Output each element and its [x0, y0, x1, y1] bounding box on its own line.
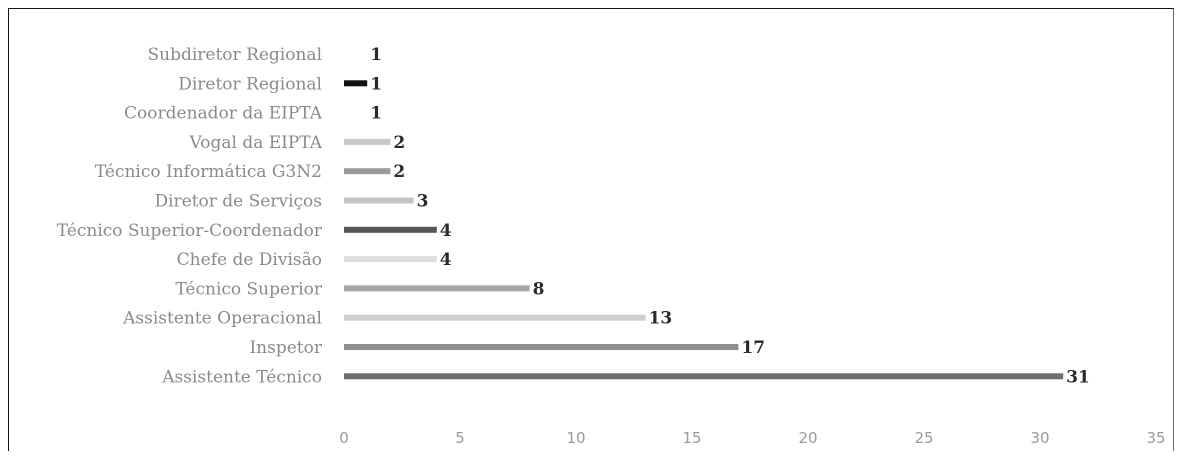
- value-label-subdiretor-regional: 1: [370, 45, 382, 65]
- category-label-assistente-tecnico: Assistente Técnico: [161, 367, 322, 387]
- bar-tecnico-superior-coordenador: [344, 227, 437, 233]
- category-label-chefe-de-divisao: Chefe de Divisão: [177, 250, 322, 270]
- category-label-coordenador-da-eipta: Coordenador da EIPTA: [124, 104, 323, 124]
- bar-coordenador-da-eipta: [344, 110, 367, 116]
- x-axis-ticks: 0 5 10 15 20 25 30 35: [339, 429, 1165, 447]
- x-tick-label-25: 25: [914, 429, 933, 447]
- x-tick-label-15: 15: [682, 429, 701, 447]
- bar-subdiretor-regional: [344, 51, 367, 57]
- category-label-tecnico-superior-coordenador: Técnico Superior-Coordenador: [57, 221, 323, 241]
- x-tick-label-5: 5: [455, 429, 465, 447]
- value-label-diretor-de-servicos: 3: [417, 192, 429, 212]
- value-label-assistente-tecnico: 31: [1066, 367, 1090, 387]
- x-tick-label-0: 0: [339, 429, 349, 447]
- x-tick-label-35: 35: [1146, 429, 1165, 447]
- bar-tecnico-superior: [344, 285, 530, 291]
- category-label-tecnico-informatica-g3n2: Técnico Informática G3N2: [95, 162, 322, 182]
- chart-frame: Subdiretor Regional Diretor Regional Coord…: [8, 8, 1174, 451]
- x-tick-label-20: 20: [798, 429, 817, 447]
- category-label-diretor-regional: Diretor Regional: [178, 74, 322, 94]
- bar-assistente-operacional: [344, 315, 646, 321]
- value-label-vogal-da-eipta: 2: [393, 133, 405, 153]
- category-label-tecnico-superior: Técnico Superior: [175, 279, 322, 299]
- bar-chefe-de-divisao: [344, 256, 437, 262]
- bar-chart: Subdiretor Regional Diretor Regional Coord…: [9, 9, 1173, 452]
- bars-group: [344, 51, 1063, 379]
- bar-vogal-da-eipta: [344, 139, 390, 145]
- category-label-inspetor: Inspetor: [249, 338, 322, 358]
- x-tick-label-30: 30: [1030, 429, 1049, 447]
- value-label-tecnico-informatica-g3n2: 2: [393, 162, 405, 182]
- bar-assistente-tecnico: [344, 373, 1063, 379]
- value-label-chefe-de-divisao: 4: [440, 250, 452, 270]
- value-label-diretor-regional: 1: [370, 74, 382, 94]
- value-label-inspetor: 17: [741, 338, 765, 358]
- value-label-coordenador-da-eipta: 1: [370, 104, 382, 124]
- x-tick-label-10: 10: [566, 429, 585, 447]
- bar-inspetor: [344, 344, 738, 350]
- value-label-tecnico-superior-coordenador: 4: [440, 221, 452, 241]
- value-label-tecnico-superior: 8: [533, 279, 545, 299]
- category-label-vogal-da-eipta: Vogal da EIPTA: [189, 133, 323, 153]
- bar-diretor-regional: [344, 80, 367, 86]
- value-label-assistente-operacional: 13: [649, 309, 673, 329]
- bar-diretor-de-servicos: [344, 198, 414, 204]
- bar-tecnico-informatica-g3n2: [344, 168, 390, 174]
- category-label-diretor-de-servicos: Diretor de Serviços: [154, 192, 322, 212]
- category-label-assistente-operacional: Assistente Operacional: [122, 309, 322, 329]
- category-labels: Subdiretor Regional Diretor Regional Coord…: [57, 45, 323, 387]
- category-label-subdiretor-regional: Subdiretor Regional: [147, 45, 322, 65]
